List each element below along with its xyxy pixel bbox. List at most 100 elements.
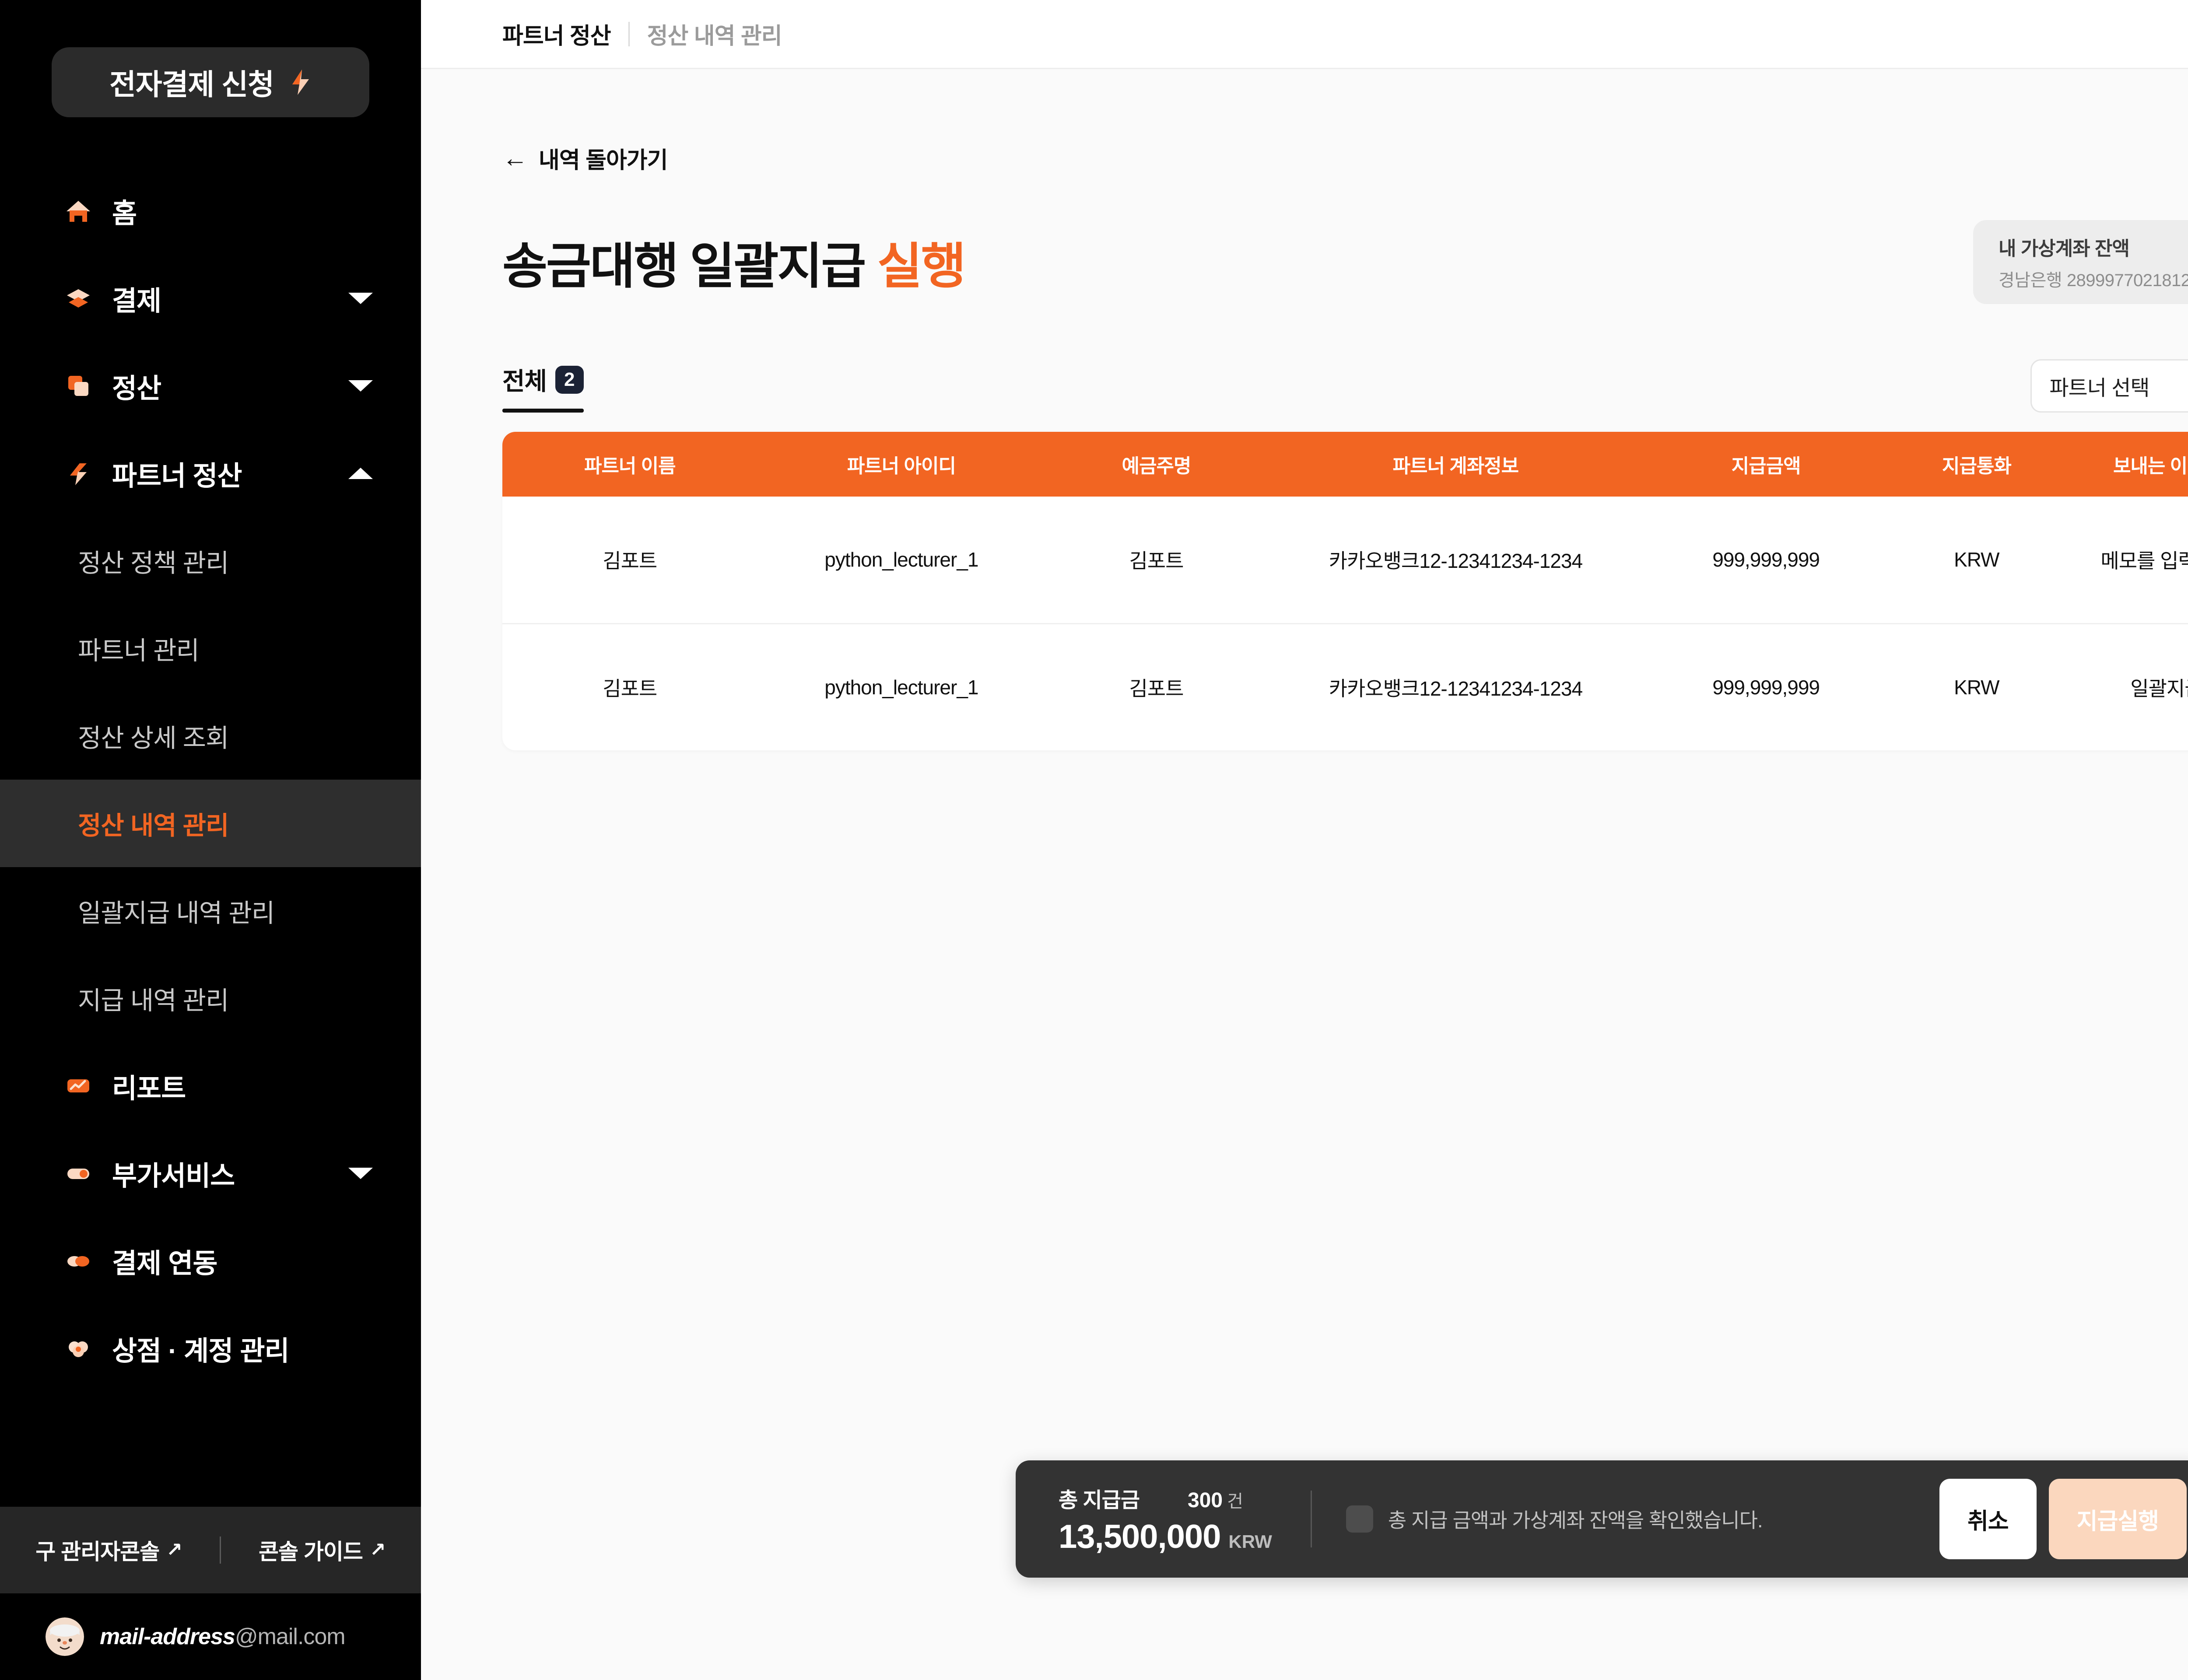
- sidebar: 전자결제 신청 홈: [0, 0, 421, 1680]
- confirm-checkbox-row[interactable]: 총 지급 금액과 가상계좌 잔액을 확인했습니다.: [1346, 1505, 1763, 1533]
- sidebar-item-home[interactable]: 홈: [0, 167, 421, 255]
- cell-amount: 999,999,999: [1712, 676, 1820, 699]
- user-account-row[interactable]: mail-address@mail.com: [0, 1593, 421, 1680]
- column-account-holder: 예금주명: [1045, 432, 1267, 497]
- column-currency: 지급통화: [1888, 432, 2065, 497]
- sidebar-item-store-account[interactable]: 상점 · 계정 관리: [0, 1305, 421, 1392]
- home-icon: [65, 197, 92, 224]
- user-email-domain: @mail.com: [235, 1624, 346, 1649]
- action-buttons: 취소 지급실행: [1939, 1479, 2187, 1559]
- sidebar-item-settlement[interactable]: 정산: [0, 342, 421, 430]
- cell-account-info: 카카오뱅크12-12341234-1234: [1329, 677, 1583, 700]
- layers-icon: [65, 285, 92, 312]
- cell-sender-memo[interactable]: 메모를 입력해 주세요: [2065, 497, 2188, 624]
- title-row: 송금대행 일괄지급 실행 내 가상계좌 잔액 경남은행 289997702181…: [502, 220, 2188, 304]
- chevron-down-icon[interactable]: [348, 293, 373, 304]
- action-bar-divider: [1310, 1491, 1312, 1547]
- execute-payment-button[interactable]: 지급실행: [2048, 1479, 2187, 1559]
- page-title-main: 송금대행 일괄지급: [502, 239, 866, 294]
- cell-partner-id: python_lecturer_1: [824, 676, 978, 699]
- balance-account-number: 경남은행 28999770218123: [1999, 271, 2188, 290]
- confirm-checkbox-label: 총 지급 금액과 가상계좌 잔액을 확인했습니다.: [1388, 1509, 1763, 1532]
- sidebar-item-report[interactable]: 리포트: [0, 1042, 421, 1130]
- cancel-button[interactable]: 취소: [1939, 1479, 2037, 1559]
- back-to-history-link[interactable]: ← 내역 돌아가기: [502, 142, 668, 175]
- apply-epayment-button[interactable]: 전자결제 신청: [52, 47, 369, 117]
- sidebar-subitem-payment-history[interactable]: 지급 내역 관리: [0, 955, 421, 1042]
- total-count: 300: [1187, 1488, 1223, 1512]
- back-link-label: 내역 돌아가기: [539, 148, 668, 173]
- table-row[interactable]: 김포트 python_lecturer_1 김포트 카카오뱅크12-123412…: [502, 623, 2188, 750]
- sidebar-subitem-label: 일괄지급 내역 관리: [78, 899, 275, 928]
- virtual-account-balance-card: 내 가상계좌 잔액 경남은행 28999770218123: [1973, 220, 2188, 304]
- column-sender-memo: 보내는 이 통장메모: [2065, 432, 2188, 497]
- sidebar-item-payment-integration[interactable]: 결제 연동: [0, 1217, 421, 1305]
- chevron-down-icon[interactable]: [348, 380, 373, 392]
- sidebar-item-label: 파트너 정산: [112, 461, 242, 491]
- sidebar-subitem-settlement-history[interactable]: 정산 내역 관리: [0, 780, 421, 867]
- cell-account-holder: 김포트: [1045, 497, 1267, 624]
- console-guide-link[interactable]: 콘솔 가이드 ↗: [259, 1534, 386, 1566]
- column-account-info: 파트너 계좌정보: [1267, 432, 1644, 497]
- legacy-console-link[interactable]: 구 관리자콘솔 ↗: [35, 1534, 182, 1566]
- external-link-icon: ↗: [166, 1539, 182, 1561]
- table-header: 파트너 이름 파트너 아이디 예금주명 파트너 계좌정보 지급금액 지급통화 보…: [502, 432, 2188, 497]
- balance-account-row: 경남은행 28999770218123: [1999, 266, 2188, 291]
- sidebar-item-partner-settlement[interactable]: 파트너 정산: [0, 430, 421, 517]
- sidebar-item-payment[interactable]: 결제: [0, 255, 421, 342]
- breadcrumb-current: 정산 내역 관리: [647, 24, 782, 49]
- column-partner-id: 파트너 아이디: [757, 432, 1046, 497]
- external-link-icon: ↗: [369, 1539, 386, 1561]
- sidebar-item-label: 상점 · 계정 관리: [112, 1336, 290, 1366]
- sidebar-subitem-bulk-payment-history[interactable]: 일괄지급 내역 관리: [0, 867, 421, 955]
- table-body: 김포트 python_lecturer_1 김포트 카카오뱅크12-123412…: [502, 497, 2188, 750]
- chevron-up-icon[interactable]: [348, 468, 373, 479]
- total-count-unit: 건: [1227, 1491, 1243, 1511]
- confirm-checkbox[interactable]: [1346, 1505, 1373, 1533]
- table-header-row: 파트너 이름 파트너 아이디 예금주명 파트너 계좌정보 지급금액 지급통화 보…: [502, 432, 2188, 497]
- total-summary-top: 총 지급금 300 건: [1059, 1483, 1272, 1513]
- store-icon: [65, 1335, 92, 1362]
- cell-partner-name: 김포트: [603, 677, 657, 700]
- sidebar-subitem-settlement-detail[interactable]: 정산 상세 조회: [0, 692, 421, 780]
- tab-all[interactable]: 전체 2: [502, 362, 584, 413]
- cell-partner-id: python_lecturer_1: [757, 497, 1046, 624]
- tab-all-inner: 전체 2: [502, 362, 584, 409]
- breadcrumb-separator: [628, 21, 630, 46]
- partner-select[interactable]: 파트너 선택: [2030, 359, 2188, 413]
- total-amount-currency: KRW: [1228, 1531, 1272, 1552]
- sidebar-item-label: 부가서비스: [112, 1161, 235, 1191]
- sidebar-subitem-label: 지급 내역 관리: [78, 987, 229, 1015]
- sidebar-subitem-settlement-policy[interactable]: 정산 정책 관리: [0, 517, 421, 605]
- sidebar-item-label: 결제: [112, 286, 161, 316]
- sidebar-nav: 홈 결제: [0, 167, 421, 1392]
- total-amount-row: 13,500,000 KRW: [1059, 1518, 1272, 1556]
- sidebar-subitem-partner-management[interactable]: 파트너 관리: [0, 605, 421, 692]
- console-guide-label: 콘솔 가이드: [259, 1540, 363, 1564]
- payments-table-container: 파트너 이름 파트너 아이디 예금주명 파트너 계좌정보 지급금액 지급통화 보…: [502, 432, 2188, 750]
- column-partner-name: 파트너 이름: [502, 432, 757, 497]
- sidebar-subitem-label: 파트너 관리: [78, 637, 200, 665]
- table-row[interactable]: 김포트 python_lecturer_1 김포트 카카오뱅크12-123412…: [502, 497, 2188, 624]
- user-email: mail-address@mail.com: [100, 1624, 346, 1650]
- controls-row: 전체 2 파트너 선택 통: [502, 359, 2188, 413]
- legacy-console-label: 구 관리자콘솔: [35, 1540, 160, 1564]
- cell-sender-memo[interactable]: 일괄지급 완료: [2130, 677, 2188, 700]
- column-amount: 지급금액: [1644, 432, 1888, 497]
- cell-amount: 999,999,999: [1644, 497, 1888, 624]
- sidebar-item-extra-services[interactable]: 부가서비스: [0, 1130, 421, 1217]
- sidebar-item-label: 홈: [112, 199, 137, 229]
- user-email-name: mail-address: [100, 1624, 235, 1649]
- breadcrumb-root[interactable]: 파트너 정산: [502, 24, 611, 49]
- chevron-down-icon[interactable]: [348, 1168, 373, 1179]
- breadcrumb: 파트너 정산 정산 내역 관리: [421, 0, 2188, 69]
- main-content: 파트너 정산 정산 내역 관리 ← 내역 돌아가기 송금대행 일괄지급 실행 내…: [421, 0, 2188, 1680]
- balance-label: 내 가상계좌 잔액: [1999, 238, 2130, 259]
- sidebar-subitem-label: 정산 내역 관리: [78, 812, 229, 840]
- sidebar-footer-links: 구 관리자콘솔 ↗ 콘솔 가이드 ↗: [0, 1507, 421, 1593]
- cell-currency: KRW: [1888, 497, 2065, 624]
- controls-right: 파트너 선택 통장메모 일괄설정: [2030, 359, 2188, 413]
- footer-divider: [220, 1536, 221, 1564]
- sidebar-subitem-label: 정산 상세 조회: [78, 724, 229, 752]
